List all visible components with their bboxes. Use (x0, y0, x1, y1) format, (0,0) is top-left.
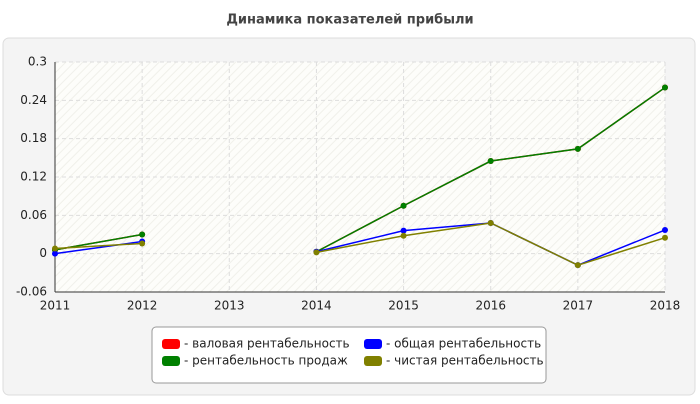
point (52, 245, 58, 252)
legend-label: - чистая рентабельность (386, 354, 544, 368)
point (400, 232, 407, 239)
y-tick-label: 0 (39, 246, 47, 260)
legend-swatch (162, 339, 180, 349)
point (487, 220, 494, 226)
legend-swatch (364, 356, 382, 366)
x-tick-label: 2014 (301, 299, 332, 313)
point (662, 227, 668, 234)
legend-label: - общая рентабельность (386, 337, 541, 351)
point (662, 84, 668, 91)
point (400, 202, 407, 209)
point (52, 250, 58, 257)
y-tick-label: 0.24 (20, 93, 47, 107)
point (139, 231, 146, 238)
chart-title: Динамика показателей прибыли (226, 13, 473, 28)
x-tick-label: 2012 (127, 299, 158, 313)
x-tick-label: 2016 (475, 299, 506, 313)
y-tick-label: -0.06 (16, 285, 47, 299)
x-tick-label: 2015 (388, 299, 419, 313)
legend-label: - валовая рентабельность (184, 337, 350, 351)
point (139, 240, 146, 247)
y-tick-label: 0.18 (20, 131, 47, 145)
legend (151, 326, 547, 384)
legend-swatch (364, 339, 382, 349)
y-tick-label: 0.06 (20, 208, 47, 222)
point (574, 145, 581, 152)
point (574, 262, 581, 269)
x-tick-label: 2013 (214, 299, 245, 313)
legend-label: - рентабельность продаж (184, 354, 348, 368)
x-tick-label: 2018 (650, 299, 681, 313)
point (487, 158, 494, 165)
x-tick-label: 2011 (40, 299, 71, 313)
point (662, 234, 668, 241)
y-tick-label: 0.12 (20, 170, 47, 184)
point (400, 227, 407, 234)
legend-swatch (162, 356, 180, 366)
x-tick-label: 2017 (563, 299, 594, 313)
point (313, 249, 320, 256)
y-tick-label: 0.3 (28, 55, 47, 69)
